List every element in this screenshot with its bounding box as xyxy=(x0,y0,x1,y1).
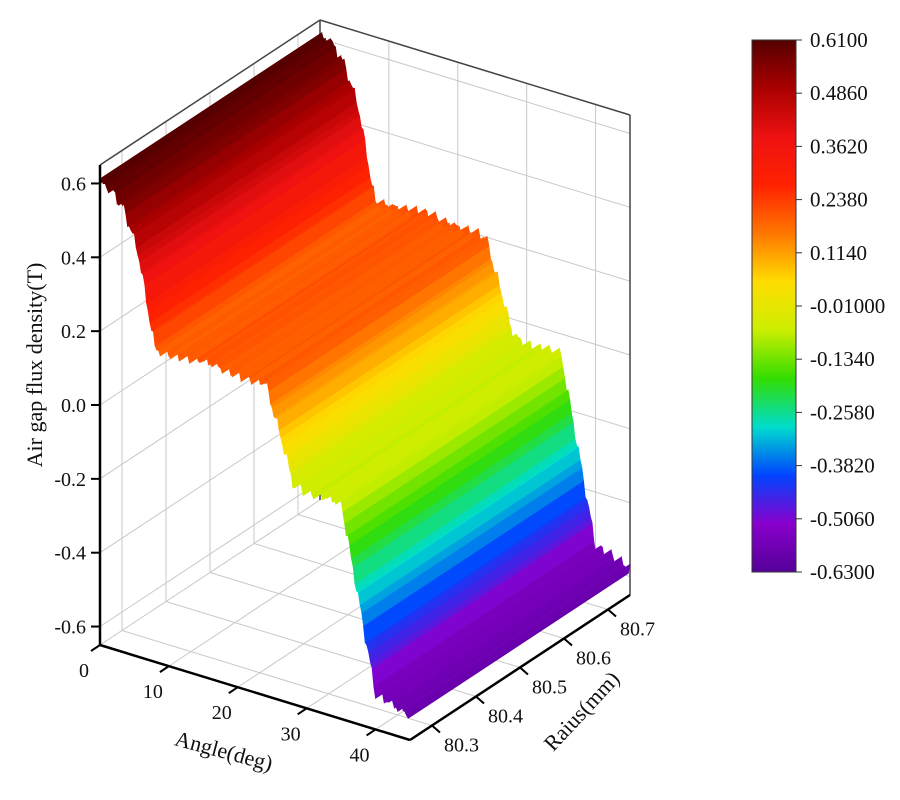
colorbar-gradient xyxy=(751,39,797,573)
x-tick xyxy=(297,707,308,716)
z-tick-label: -0.6 xyxy=(54,617,86,639)
y-tick xyxy=(563,637,573,647)
x-tick-label: 40 xyxy=(350,744,370,766)
colorbar: 0.6100 0.4860 0.3620 0.2380 0.1140 -0.01000 -0… xyxy=(751,28,885,584)
colorbar-label: 0.1140 xyxy=(810,241,867,265)
z-tick-label: -0.4 xyxy=(54,543,86,565)
z-tick-label: -0.2 xyxy=(54,469,86,491)
x-tick-label: 0 xyxy=(79,660,89,682)
y-tick xyxy=(431,724,441,734)
x-tick xyxy=(159,665,170,673)
colorbar-label: 0.2380 xyxy=(810,188,868,212)
x-tick-label: 10 xyxy=(143,681,163,703)
colorbar-label: 0.3620 xyxy=(810,134,868,158)
colorbar-label: 0.6100 xyxy=(810,28,868,52)
colorbar-label: -0.2580 xyxy=(810,400,875,424)
x-tick xyxy=(366,728,377,737)
box-edge xyxy=(99,19,321,166)
y-tick xyxy=(475,695,485,705)
x-axis-title: Angle(deg) xyxy=(172,726,275,776)
z-tick-label: 0.0 xyxy=(61,395,86,417)
z-tick-label: 0.2 xyxy=(61,321,86,343)
y-tick xyxy=(519,666,529,676)
x-tick xyxy=(90,644,101,652)
y-tick-label: 80.3 xyxy=(444,735,479,757)
y-tick-label: 80.6 xyxy=(576,648,611,670)
y-tick-label: 80.5 xyxy=(532,677,567,699)
y-tick-label: 80.4 xyxy=(488,706,523,728)
x-tick-label: 30 xyxy=(281,723,301,745)
surface xyxy=(99,31,631,719)
colorbar-label: -0.6300 xyxy=(810,560,875,584)
colorbar-label: -0.5060 xyxy=(810,507,875,531)
colorbar-label: -0.1340 xyxy=(810,347,875,371)
colorbar-label: 0.4860 xyxy=(810,81,868,105)
x-tick xyxy=(228,686,239,695)
z-axis-title: Air gap flux density(T) xyxy=(22,263,47,468)
colorbar-label: -0.01000 xyxy=(810,294,885,318)
x-tick-label: 20 xyxy=(212,702,232,724)
y-tick-label: 80.7 xyxy=(620,619,655,641)
colorbar-label: -0.3820 xyxy=(810,454,875,478)
x-axis-line xyxy=(99,643,411,742)
y-tick xyxy=(607,608,617,618)
z-tick-label: 0.4 xyxy=(61,247,86,269)
box-edge xyxy=(319,19,631,116)
grid-line xyxy=(121,630,433,726)
tick-labels: 0.6 0.4 0.2 0.0 -0.2 -0.4 -0.6 0 10 20 30 40 80.3 80.… xyxy=(54,173,655,766)
axes xyxy=(90,165,631,742)
z-tick-label: 0.6 xyxy=(61,173,86,195)
